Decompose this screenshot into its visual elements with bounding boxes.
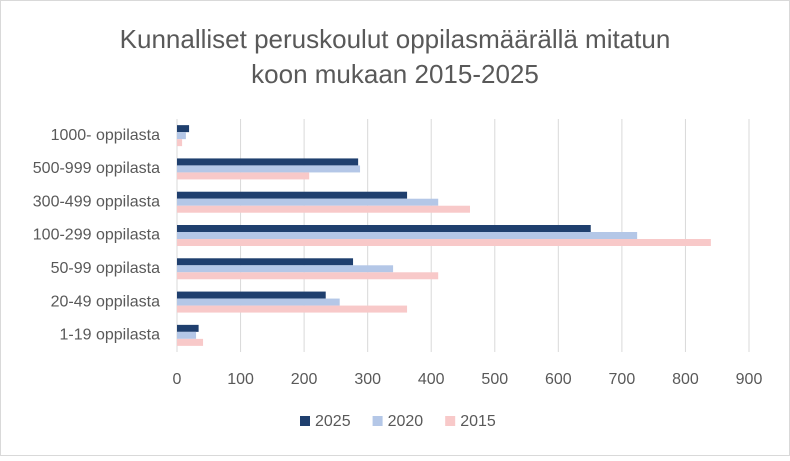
x-tick-label: 200 bbox=[291, 371, 318, 388]
legend-swatch bbox=[445, 416, 456, 426]
bar bbox=[177, 239, 711, 246]
x-tick-label: 100 bbox=[227, 371, 254, 388]
bar bbox=[177, 258, 354, 266]
x-tick-label: 400 bbox=[418, 371, 445, 388]
legend-swatch bbox=[300, 416, 310, 426]
y-tick-label: 100-299 oppilasta bbox=[33, 227, 160, 244]
legend-swatch bbox=[372, 416, 383, 426]
bar bbox=[177, 125, 190, 133]
bar bbox=[177, 158, 359, 166]
bar bbox=[177, 225, 591, 232]
bar bbox=[177, 338, 204, 346]
x-tick-label: 0 bbox=[173, 371, 182, 388]
x-tick-label: 300 bbox=[354, 371, 381, 388]
y-tick-label: 20-49 oppilasta bbox=[51, 293, 161, 310]
bar bbox=[177, 191, 408, 199]
legend-label: 2020 bbox=[388, 413, 424, 430]
bar bbox=[177, 198, 439, 206]
legend-label: 2025 bbox=[315, 413, 351, 430]
bar bbox=[177, 172, 310, 180]
bar bbox=[177, 232, 638, 239]
x-tick-label: 900 bbox=[736, 371, 763, 388]
chart-title: Kunnalliset peruskoulut oppilasmäärällä … bbox=[120, 24, 671, 54]
x-tick-label: 700 bbox=[609, 371, 636, 388]
y-tick-label: 300-499 oppilasta bbox=[33, 193, 160, 210]
x-tick-label: 800 bbox=[672, 371, 699, 388]
bar bbox=[177, 132, 186, 140]
bar bbox=[177, 291, 326, 299]
bar bbox=[177, 305, 408, 313]
bar bbox=[177, 205, 470, 213]
bar bbox=[177, 324, 199, 332]
bar bbox=[177, 139, 183, 147]
y-tick-label: 500-999 oppilasta bbox=[33, 160, 160, 177]
bar bbox=[177, 272, 439, 280]
y-tick-label: 1-19 oppilasta bbox=[59, 327, 160, 344]
y-tick-label: 1000- oppilasta bbox=[51, 127, 161, 144]
bar bbox=[177, 298, 340, 306]
bar bbox=[177, 331, 197, 339]
bar bbox=[177, 165, 361, 173]
x-tick-label: 600 bbox=[545, 371, 572, 388]
x-tick-label: 500 bbox=[481, 371, 508, 388]
bar bbox=[177, 265, 394, 273]
legend-label: 2015 bbox=[460, 413, 496, 430]
chart-title: koon mukaan 2015-2025 bbox=[251, 59, 539, 89]
y-tick-label: 50-99 oppilasta bbox=[51, 260, 161, 277]
